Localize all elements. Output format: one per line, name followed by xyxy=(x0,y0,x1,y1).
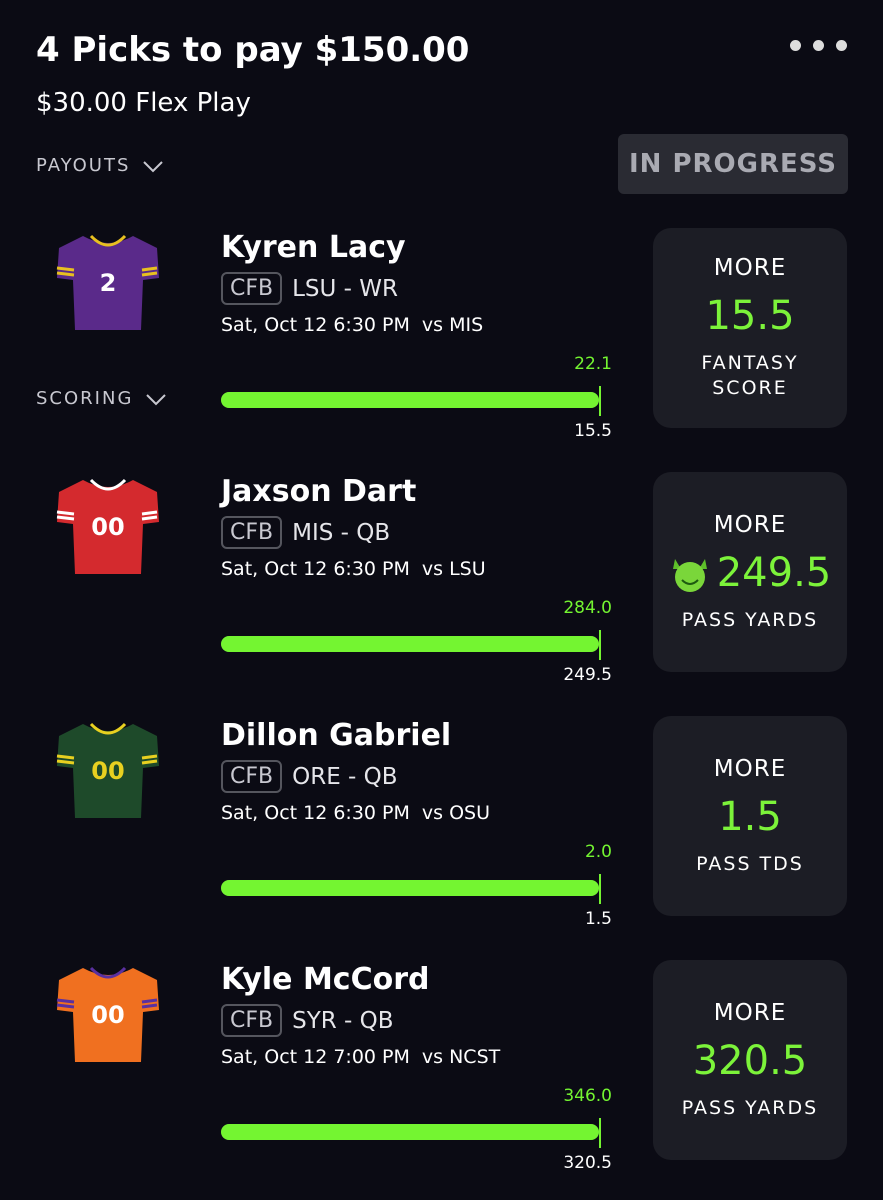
line-tick xyxy=(599,1118,601,1148)
line-value: 320.5 xyxy=(563,1153,612,1173)
team-position: MIS - QB xyxy=(292,519,391,546)
title: 4 Picks to pay $150.00 xyxy=(36,30,470,70)
jersey-collar xyxy=(89,966,127,979)
line-value: 15.5 xyxy=(574,421,612,441)
direction: MORE xyxy=(713,255,787,281)
pick-card[interactable]: MORE 1.5 PASS TDS xyxy=(653,716,847,916)
line-tick xyxy=(599,386,601,416)
direction: MORE xyxy=(713,999,787,1026)
sleeve-stripe xyxy=(56,266,158,277)
jersey: 00 xyxy=(56,966,159,1062)
demon-face xyxy=(674,561,705,592)
jersey-body xyxy=(57,968,159,1062)
team-position: SYR - QB xyxy=(292,1007,394,1034)
jersey-body xyxy=(57,236,159,330)
status-badge: IN PROGRESS xyxy=(618,134,848,194)
player-meta: CFB SYR - QB xyxy=(221,1004,394,1037)
current-value: 284.0 xyxy=(563,598,612,618)
direction: MORE xyxy=(713,755,787,782)
line-box: 15.5 xyxy=(705,293,794,339)
jersey: 00 xyxy=(56,478,159,574)
current-value: 346.0 xyxy=(563,1086,612,1106)
stat-type: PASS TDS xyxy=(696,852,804,875)
line-value: 1.5 xyxy=(584,909,612,929)
game-time: Sat, Oct 12 6:30 PM xyxy=(221,314,410,336)
game-time: Sat, Oct 12 7:00 PM xyxy=(221,1046,410,1068)
player-name: Dillon Gabriel xyxy=(221,718,452,753)
line-box: 1.5 xyxy=(718,794,782,840)
jersey-number: 00 xyxy=(91,513,124,541)
jersey: 2 xyxy=(56,234,159,330)
pick-card[interactable]: MORE 15.5 FANTASY SCORE xyxy=(653,228,847,428)
game-time: Sat, Oct 12 6:30 PM xyxy=(221,558,410,580)
opponent: vs MIS xyxy=(421,314,484,336)
pick-card[interactable]: MORE 249.5 PASS YARDS xyxy=(653,472,847,672)
player-meta: CFB ORE - QB xyxy=(221,760,398,793)
player-name: Jaxson Dart xyxy=(221,474,417,509)
chevron xyxy=(143,160,164,172)
line-value: 320.5 xyxy=(692,1037,808,1084)
scoring-toggle[interactable]: SCORING xyxy=(36,388,167,409)
jersey-number: 00 xyxy=(91,1001,124,1029)
league-badge: CFB xyxy=(221,516,283,549)
scoring-label: SCORING xyxy=(36,388,134,409)
game-info: Sat, Oct 12 6:30 PM vs MIS xyxy=(221,314,483,336)
line-value: 1.5 xyxy=(718,793,782,840)
league-badge: CFB xyxy=(221,760,283,793)
jersey-body xyxy=(57,724,159,818)
opponent: vs NCST xyxy=(421,1046,501,1068)
more-menu[interactable] xyxy=(790,40,847,51)
demon-smile xyxy=(681,578,699,585)
stat-type: PASS YARDS xyxy=(681,608,819,631)
game-time: Sat, Oct 12 6:30 PM xyxy=(221,802,410,824)
pick-card[interactable]: MORE 320.5 PASS YARDS xyxy=(653,960,847,1160)
jersey-collar xyxy=(89,478,127,491)
progress-bar xyxy=(221,880,599,896)
player-meta: CFB MIS - QB xyxy=(221,516,390,549)
jersey-collar xyxy=(89,722,127,735)
subtitle: $30.00 Flex Play xyxy=(36,88,251,118)
current-value: 22.1 xyxy=(574,354,612,374)
player-meta: CFB LSU - WR xyxy=(221,272,398,305)
opponent: vs OSU xyxy=(421,802,491,824)
opponent: vs LSU xyxy=(421,558,486,580)
player-name: Kyren Lacy xyxy=(221,230,406,265)
line-value: 249.5 xyxy=(563,665,612,685)
stat-type: FANTASY SCORE xyxy=(701,352,799,399)
line-box: 320.5 xyxy=(693,1038,808,1084)
payouts-toggle[interactable]: PAYOUTS xyxy=(36,155,164,176)
game-info: Sat, Oct 12 6:30 PM vs LSU xyxy=(221,558,486,580)
demon-horns xyxy=(672,558,707,569)
line-value: 249.5 xyxy=(716,549,832,596)
jersey: 00 xyxy=(56,722,159,818)
player-name: Kyle McCord xyxy=(221,962,430,997)
game-info: Sat, Oct 12 6:30 PM vs OSU xyxy=(221,802,490,824)
payouts-label: PAYOUTS xyxy=(36,155,131,176)
jersey-body xyxy=(57,480,159,574)
progress-bar xyxy=(221,1124,599,1140)
stat-type: PASS YARDS xyxy=(681,1096,819,1119)
sleeve-stripe xyxy=(56,754,158,765)
jersey-number: 00 xyxy=(91,757,124,785)
progress-bar xyxy=(221,392,599,408)
line-tick xyxy=(599,630,601,660)
sleeve-stripe xyxy=(56,510,158,521)
league-badge: CFB xyxy=(221,1004,283,1037)
league-badge: CFB xyxy=(221,272,283,305)
current-value: 2.0 xyxy=(584,842,612,862)
chevron xyxy=(146,393,167,405)
direction: MORE xyxy=(713,511,787,538)
progress-bar xyxy=(221,636,599,652)
game-info: Sat, Oct 12 7:00 PM vs NCST xyxy=(221,1046,500,1068)
team-position: ORE - QB xyxy=(292,763,398,790)
line-value: 15.5 xyxy=(705,293,795,339)
sleeve-stripe xyxy=(56,998,158,1009)
line-box: 249.5 xyxy=(669,549,832,596)
team-position: LSU - WR xyxy=(292,275,399,302)
jersey-number: 2 xyxy=(100,269,117,297)
jersey-collar xyxy=(89,234,127,247)
demon-icon xyxy=(672,558,707,592)
line-tick xyxy=(599,874,601,904)
